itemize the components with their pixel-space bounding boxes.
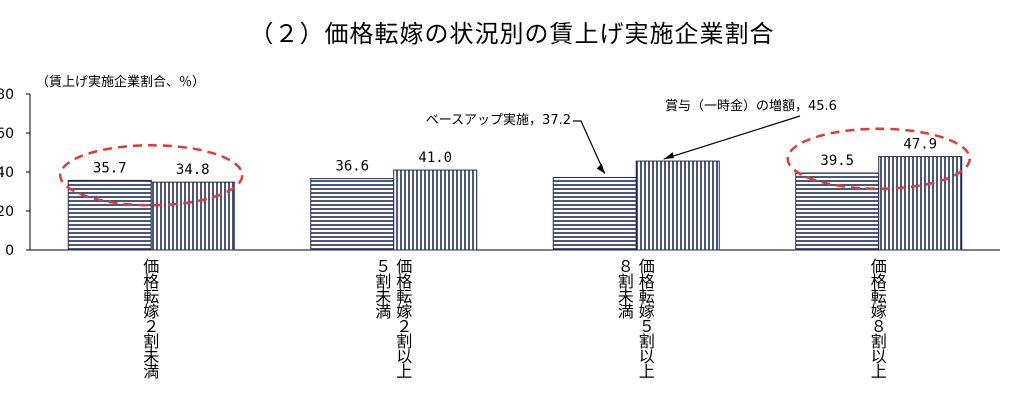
data-label: 41.0 <box>418 150 452 166</box>
data-label: 36.6 <box>335 159 369 175</box>
data-label: 47.9 <box>903 137 937 153</box>
annotation-label: ベースアップ実施，37.2 <box>426 112 571 128</box>
bar <box>635 160 720 251</box>
data-label: 39.5 <box>820 153 854 169</box>
bar <box>310 178 395 251</box>
bar <box>552 176 637 251</box>
y-tick-label: 20 <box>0 204 14 220</box>
bar <box>393 169 478 251</box>
category-label: ５割未満 <box>375 257 391 321</box>
annotation-leader <box>663 115 801 160</box>
y-tick-label: 0 <box>5 243 14 259</box>
y-tick-label: 60 <box>0 126 14 142</box>
bar <box>67 179 152 251</box>
y-tick-label: 80 <box>0 87 14 103</box>
category-label: 価格転嫁２割未満 <box>143 257 159 381</box>
annotation-arrowhead <box>663 152 674 160</box>
data-label: 35.7 <box>93 160 127 176</box>
category-label: ８割未満 <box>618 257 634 321</box>
annotation-arrowhead <box>596 163 605 174</box>
category-label: 価格転嫁８割以上 <box>871 257 887 381</box>
y-tick-label: 40 <box>0 165 14 181</box>
category-label: 価格転嫁２割以上 <box>396 257 412 381</box>
chart-title: （２）価格転嫁の状況別の賃上げ実施企業割合 <box>249 20 775 48</box>
annotation-leader <box>573 120 606 174</box>
bar <box>878 156 963 251</box>
bar <box>150 181 235 251</box>
highlight-ellipse <box>59 144 244 207</box>
category-label: 価格転嫁５割以上 <box>639 257 655 381</box>
y-axis-title: （賃上げ実施企業割合、％） <box>36 74 205 90</box>
annotation-label: 賞与（一時金）の増額，45.6 <box>665 98 837 114</box>
data-label: 34.8 <box>176 162 210 178</box>
highlight-ellipse <box>786 127 971 191</box>
